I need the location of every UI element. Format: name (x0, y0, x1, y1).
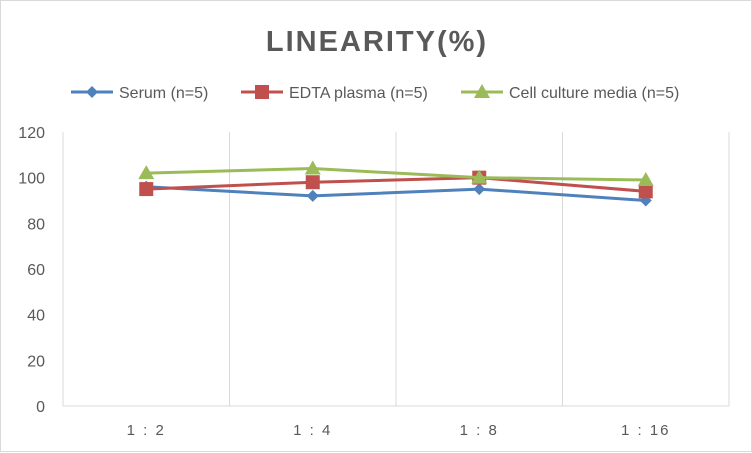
legend-marker (255, 85, 269, 99)
series-line (146, 176, 646, 193)
data-point (638, 184, 653, 199)
x-tick-label: 1 : 8 (460, 422, 499, 439)
series-line (146, 167, 646, 182)
data-point (305, 175, 320, 190)
chart-title: LINEARITY(%) (266, 26, 488, 58)
data-point (473, 183, 486, 196)
legend-label: Cell culture media (n=5) (509, 85, 679, 102)
legend-label: Serum (n=5) (119, 85, 208, 102)
y-tick-label: 80 (27, 216, 45, 233)
data-point (306, 189, 319, 202)
data-point (138, 165, 155, 180)
y-tick-label: 20 (27, 353, 45, 370)
x-tick-label: 1 : 2 (127, 422, 166, 439)
y-tick-label: 100 (18, 171, 45, 188)
data-point (637, 171, 654, 186)
series-line (146, 185, 646, 202)
y-tick-label: 0 (36, 399, 45, 416)
legend-label: EDTA plasma (n=5) (289, 85, 428, 102)
y-tick-label: 40 (27, 308, 45, 325)
data-point (304, 160, 321, 175)
data-point (139, 182, 154, 197)
y-tick-label: 60 (27, 262, 45, 279)
legend-marker (86, 86, 98, 98)
x-tick-label: 1 : 16 (621, 422, 671, 439)
y-tick-label: 120 (18, 125, 45, 142)
legend-marker (474, 84, 490, 98)
data-point (471, 169, 488, 184)
x-tick-label: 1 : 4 (293, 422, 332, 439)
